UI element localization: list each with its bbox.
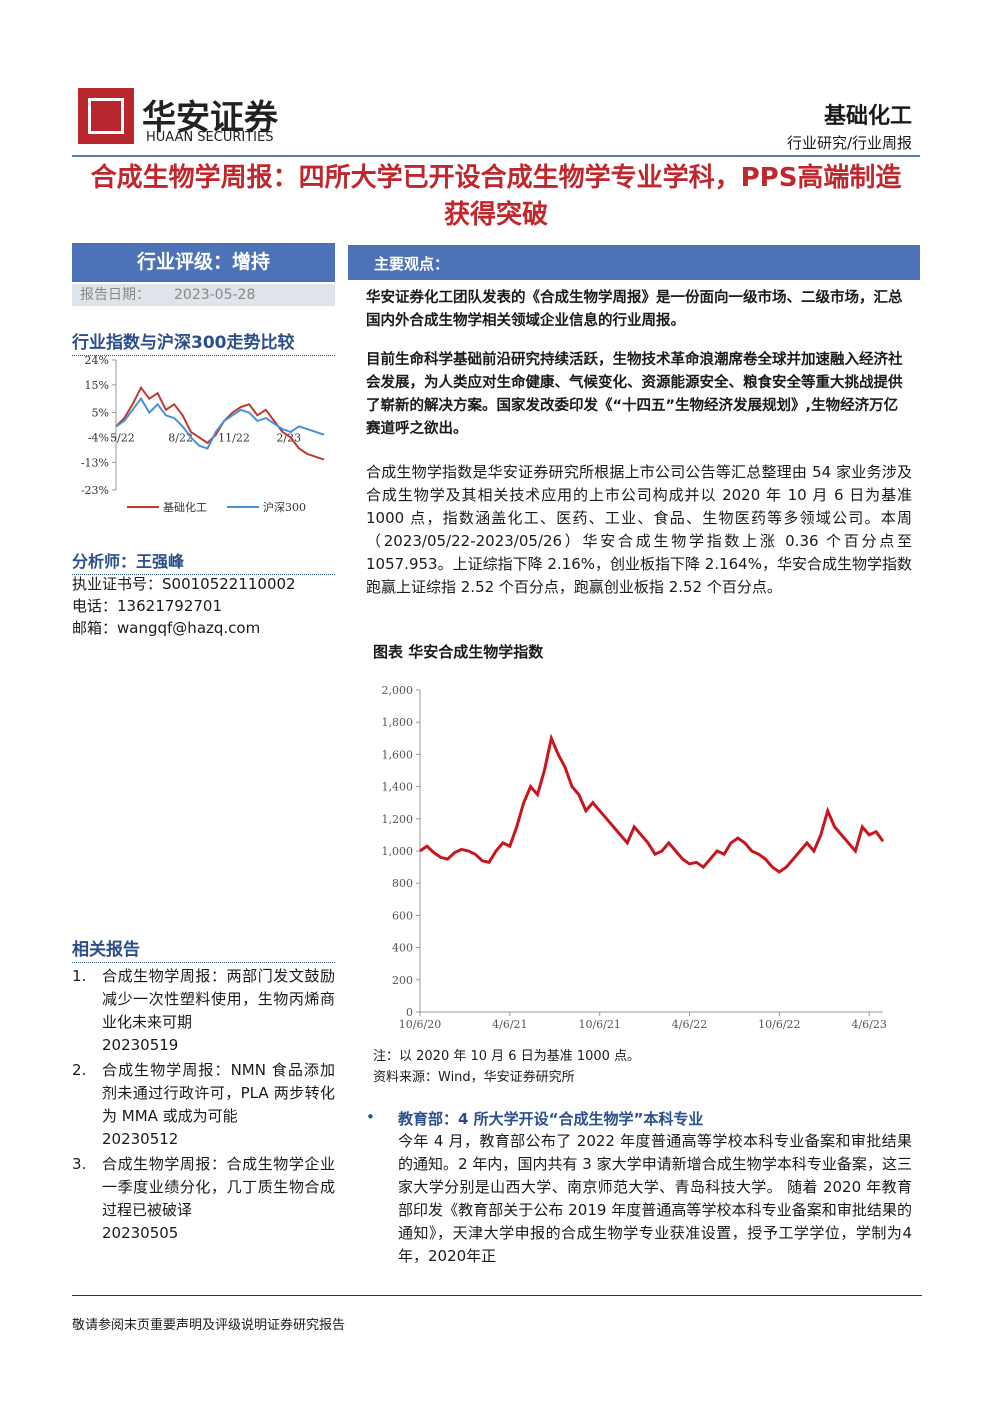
- related-item: 3. 合成生物学周报：合成生物学企业一季度业绩分化，几丁质生物合成过程已被破译 20…: [72, 1153, 335, 1245]
- analyst-value: wangqf@hazq.com: [117, 619, 261, 637]
- related-body: 合成生物学周报：NMN 食品添加剂未通过行政许可，PLA 两步转化为 MMA 或…: [102, 1059, 335, 1151]
- related-body: 合成生物学周报：两部门发文鼓励减少一次性塑料使用，生物丙烯商业化未来可期 2023…: [102, 965, 335, 1057]
- y-tick-label: 15%: [85, 379, 109, 392]
- x-tick-label: 10/6/20: [399, 1018, 441, 1031]
- analyst-heading: 分析师：王强峰: [72, 548, 335, 575]
- main-box-title: 主要观点：: [374, 255, 450, 273]
- y-tick-label: -23%: [81, 484, 109, 497]
- related-num: 1.: [72, 967, 87, 985]
- mini-chart: 24% 15% 5% -4% -13% -23% 5/22 8/22 11/22 2/23 基础化工…: [81, 354, 325, 514]
- y-tick-label: 1,800: [382, 716, 414, 729]
- logo-en: HUAAN SECURITIES: [146, 130, 274, 145]
- analyst-line: 电话：13621792701: [72, 595, 335, 617]
- related-text: 合成生物学周报：合成生物学企业一季度业绩分化，几丁质生物合成过程已被破译: [102, 1155, 335, 1219]
- index-chart: 2,000 1,800 1,600 1,400 1,200 1,000 800 600 400 2…: [382, 684, 887, 1031]
- date: 2023-05-28: [174, 287, 256, 303]
- sector: 基础化工: [823, 104, 912, 129]
- analyst-label: 邮箱：: [72, 619, 118, 637]
- footer: 敬请参阅末页重要声明及评级说明证券研究报告: [72, 1318, 346, 1333]
- key-point: 目前生命科学基础前沿研究持续活跃，生物技术革命浪潮席卷全球并加速融入经济社会发展…: [366, 352, 903, 437]
- analyst-label: 电话：: [72, 597, 118, 615]
- related-date: 20230512: [102, 1130, 179, 1148]
- logo-cn: 华安证券: [142, 98, 278, 138]
- y-tick-label: 2,000: [382, 684, 414, 697]
- x-tick-label: 10/6/22: [758, 1018, 800, 1031]
- analyst-label: 执业证书号：: [72, 575, 163, 593]
- y-tick-label: -13%: [81, 456, 109, 469]
- y-tick-label: 800: [392, 877, 413, 890]
- source: 资料来源：Wind，华安证券研究所: [373, 1070, 575, 1085]
- related-body: 合成生物学周报：合成生物学企业一季度业绩分化，几丁质生物合成过程已被破译 2023…: [102, 1153, 335, 1245]
- y-tick-label: 1,200: [382, 813, 414, 826]
- related-text: 合成生物学周报：两部门发文鼓励减少一次性塑料使用，生物丙烯商业化未来可期: [102, 967, 335, 1031]
- analyst-line: 执业证书号：S0010522110002: [72, 573, 335, 595]
- paragraph: 合成生物学指数是华安证券研究所根据上市公司公告等汇总整理由 54 家业务涉及合成…: [366, 463, 912, 596]
- series-line: [419, 733, 885, 874]
- category: 行业研究/行业周报: [786, 134, 912, 152]
- analyst-value: 13621792701: [117, 597, 222, 615]
- chart-title: 图表 华安合成生物学指数: [373, 643, 544, 661]
- related-num: 3.: [72, 1155, 87, 1173]
- x-tick-label: 8/22: [168, 431, 193, 444]
- y-tick-label: 600: [392, 909, 413, 922]
- analyst-info: 执业证书号：S0010522110002 电话：13621792701 邮箱：wan…: [72, 573, 335, 639]
- related-date: 20230519: [102, 1036, 179, 1054]
- bullet-heading: 教育部：4 所大学开设“合成生物学”本科专业: [398, 1110, 704, 1128]
- title: 合成生物学周报：四所大学已开设合成生物学专业学科，PPS高端制造获得突破: [90, 163, 902, 230]
- bullet-text: 今年 4 月，教育部公布了 2022 年度普通高等学校本科专业备案和审批结果的通…: [398, 1132, 912, 1265]
- bullet: •: [366, 1108, 375, 1126]
- date-row: 报告日期： 2023-05-28: [72, 284, 335, 306]
- x-tick-label: 4/6/23: [851, 1018, 886, 1031]
- legend-label: 沪深300: [263, 500, 306, 514]
- footer-rule: [72, 1295, 922, 1296]
- x-tick-label: 10/6/21: [578, 1018, 620, 1031]
- related-heading: 相关报告: [72, 935, 335, 963]
- logo-mark: [78, 88, 134, 144]
- mini-chart-title: 行业指数与沪深300走势比较: [72, 328, 335, 356]
- y-tick-label: 5%: [92, 407, 109, 420]
- y-tick-label: 200: [392, 974, 413, 987]
- series-line: [115, 385, 325, 461]
- key-point: 华安证券化工团队发表的《合成生物学周报》是一份面向一级市场、二级市场，汇总国内外…: [366, 290, 903, 329]
- y-tick-label: 0: [406, 1006, 413, 1019]
- header-rule: [72, 155, 920, 157]
- y-tick-label: 400: [392, 942, 413, 955]
- y-tick-label: 24%: [85, 354, 109, 367]
- related-num: 2.: [72, 1061, 87, 1079]
- y-tick-label: 1,600: [382, 748, 414, 761]
- related-item: 1. 合成生物学周报：两部门发文鼓励减少一次性塑料使用，生物丙烯商业化未来可期 20…: [72, 965, 335, 1057]
- analyst-value: S0010522110002: [162, 575, 296, 593]
- x-tick-label: 11/22: [218, 431, 250, 444]
- related-list: 1. 合成生物学周报：两部门发文鼓励减少一次性塑料使用，生物丙烯商业化未来可期 20…: [72, 965, 335, 1247]
- x-tick-label: 5/22: [110, 431, 135, 444]
- related-date: 20230505: [102, 1224, 179, 1242]
- rating: 行业评级：增持: [72, 243, 335, 282]
- date-label: 报告日期：: [80, 287, 150, 303]
- main-box: 主要观点：: [348, 245, 920, 280]
- x-tick-label: 2/23: [276, 431, 301, 444]
- x-tick-label: 4/6/21: [492, 1018, 527, 1031]
- x-tick-label: 4/6/22: [672, 1018, 707, 1031]
- y-tick-label: 1,000: [382, 845, 414, 858]
- series-line: [115, 396, 325, 450]
- y-tick-label: -4%: [88, 431, 109, 444]
- legend-label: 基础化工: [163, 500, 207, 514]
- analyst-line: 邮箱：wangqf@hazq.com: [72, 617, 335, 639]
- y-tick-label: 1,400: [382, 781, 414, 794]
- related-text: 合成生物学周报：NMN 食品添加剂未通过行政许可，PLA 两步转化为 MMA 或…: [102, 1061, 335, 1125]
- related-item: 2. 合成生物学周报：NMN 食品添加剂未通过行政许可，PLA 两步转化为 MMA…: [72, 1059, 335, 1151]
- note: 注：以 2020 年 10 月 6 日为基准 1000 点。: [373, 1049, 641, 1064]
